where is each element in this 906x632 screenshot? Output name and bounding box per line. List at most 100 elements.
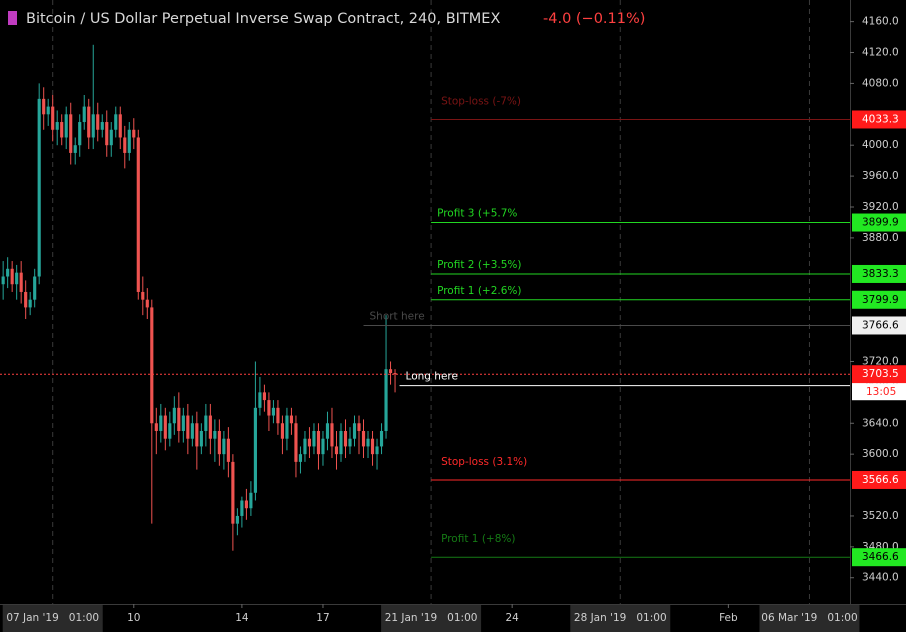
candle-body [366, 438, 370, 447]
level-badge [852, 470, 906, 489]
candle-body [339, 430, 343, 455]
axis-border [850, 0, 851, 604]
candle-body [267, 400, 271, 416]
candle-body [114, 114, 118, 130]
candle-body [334, 446, 339, 455]
candle-body [312, 430, 316, 447]
level-badge [852, 264, 906, 283]
candle-body [24, 291, 28, 308]
candle-body [280, 423, 285, 439]
candle-body [87, 106, 91, 138]
candle-body [298, 454, 303, 462]
candle-body [123, 137, 127, 153]
level-label: Short here [370, 310, 425, 322]
level-label: Stop-loss (3.1%) [441, 456, 527, 468]
candle-body [127, 129, 131, 153]
y-tick-label: 3520.0 [862, 510, 899, 522]
price-change: -4.0 (−0.11%) [543, 11, 645, 27]
candle-body [64, 114, 68, 138]
candle-body [253, 407, 257, 493]
plot [0, 44, 850, 558]
y-tick-label: 3640.0 [862, 417, 899, 429]
last-price-label: 3703.5 [862, 368, 899, 380]
candle-body [82, 106, 86, 123]
y-tick-label: 3440.0 [862, 572, 899, 584]
candle-body [141, 291, 145, 300]
candle-body [361, 430, 366, 447]
level-label: Profit 2 (+3.5%) [437, 259, 521, 271]
y-tick-label: 4000.0 [862, 139, 899, 151]
candle-body [154, 423, 158, 431]
level-badge [852, 110, 906, 129]
y-tick-label: 3600.0 [862, 448, 899, 460]
candle-body [271, 407, 275, 416]
x-tick-label: 24 [505, 612, 519, 624]
candle-body [73, 145, 77, 153]
candle-body [10, 268, 14, 285]
y-tick-label: 4160.0 [862, 16, 899, 28]
candle-body [307, 438, 312, 447]
level-badge-label: 3766.6 [862, 319, 899, 331]
candle-body [28, 299, 32, 308]
candle-body [235, 515, 239, 524]
level-label: Profit 1 (+2.6%) [437, 285, 521, 297]
candle-body [96, 114, 100, 130]
x-tick-label: 21 Jan '19 01:00 [385, 612, 478, 624]
candle-body [249, 492, 253, 509]
candle-body [132, 129, 136, 138]
candle-body [379, 430, 384, 447]
y-tick-label: 3920.0 [862, 201, 899, 213]
candle-body [213, 430, 217, 439]
candle-body [294, 423, 298, 462]
level-label: Long here [406, 371, 458, 383]
time-axis-border [0, 604, 906, 605]
x-tick-box [759, 605, 860, 632]
candle-body [208, 415, 212, 439]
candle-body [316, 430, 321, 455]
candle-body [285, 415, 289, 439]
candle-body [78, 122, 82, 146]
level-label: Profit 1 (+8%) [441, 533, 515, 545]
candle-body [343, 430, 348, 447]
candle-body [55, 122, 59, 130]
candle-body [109, 129, 113, 146]
level-badge-label: 3799.9 [862, 294, 899, 306]
candle-body [325, 423, 330, 439]
candle-body [181, 415, 185, 431]
candle-body [37, 98, 41, 277]
level-badge-label: 4033.3 [862, 113, 899, 125]
x-tick-label: 07 Jan '19 01:00 [6, 612, 99, 624]
candle-body [370, 438, 375, 455]
candle-body [330, 423, 334, 447]
candle-body [217, 430, 221, 455]
candle-body [42, 98, 46, 115]
candle-body [276, 407, 280, 424]
candle-body [46, 106, 50, 115]
candle-body [51, 106, 55, 130]
x-tick-box [570, 605, 671, 632]
candle-body [60, 122, 64, 138]
candle-body [105, 122, 109, 146]
chart-title: Bitcoin / US Dollar Perpetual Inverse Sw… [26, 11, 500, 27]
candle-body [159, 415, 163, 431]
x-tick-box [2, 605, 103, 632]
candle-body [100, 122, 104, 130]
candle-body [388, 369, 393, 374]
candle-body [240, 500, 244, 516]
candle-body [375, 446, 379, 455]
candle-body [244, 500, 248, 509]
last-price-badge [852, 365, 906, 384]
candle-body [384, 369, 388, 431]
candle-body [226, 438, 230, 462]
candle-body [186, 415, 190, 439]
candle-body [145, 299, 149, 308]
candle-body [118, 114, 122, 138]
level-badge-label: 3466.6 [862, 551, 899, 563]
candle-body [222, 438, 226, 455]
level-badge-label: 3566.6 [862, 474, 899, 486]
x-tick-label: 17 [316, 612, 329, 624]
level-label: Profit 3 (+5.7% [437, 208, 517, 220]
level-badge [852, 548, 906, 567]
x-tick-label: 28 Jan '19 01:00 [574, 612, 667, 624]
